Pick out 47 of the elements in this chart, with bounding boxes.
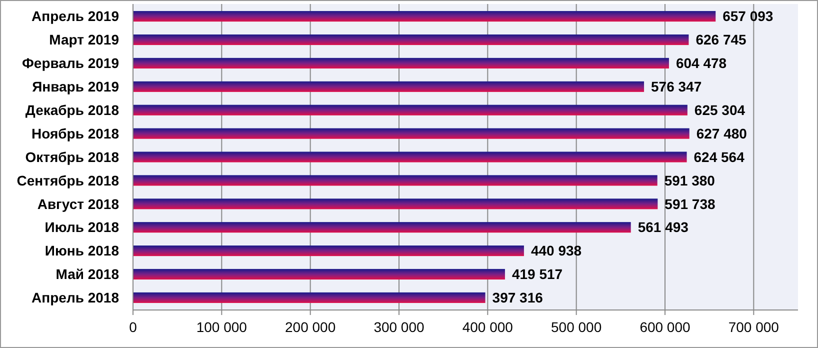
y-tick-label: Апрель 2018 (32, 290, 120, 306)
bar (133, 175, 658, 186)
data-label: 591 738 (664, 196, 716, 212)
y-tick-label: Март 2019 (49, 32, 120, 48)
bar (133, 34, 689, 46)
data-label: 397 316 (492, 290, 544, 306)
data-label: 627 480 (696, 125, 748, 142)
data-label: 624 564 (694, 148, 745, 165)
bar (133, 11, 716, 22)
x-tick-label: 300 000 (374, 319, 425, 335)
y-tick-label: Май 2018 (56, 266, 120, 282)
y-tick-label: Апрель 2019 (32, 8, 120, 24)
x-tick-label: 700 000 (728, 319, 780, 335)
bar (133, 268, 505, 280)
bar (133, 292, 486, 303)
x-tick-label: 400 000 (462, 319, 514, 335)
data-label: 625 304 (694, 102, 746, 118)
y-tick-label: Август 2018 (37, 196, 120, 212)
y-tick-label: Ноябрь 2018 (32, 125, 120, 142)
x-tick-label: 0 (129, 319, 138, 335)
bar (133, 246, 524, 256)
bar (133, 81, 644, 92)
bar (133, 198, 658, 210)
y-tick-label: Сентябрь 2018 (16, 172, 120, 188)
data-label: 576 347 (651, 78, 702, 95)
x-tick-label: 100 000 (196, 319, 248, 335)
data-label: 591 380 (664, 172, 716, 188)
x-tick-label: 200 000 (285, 319, 336, 335)
bar (133, 152, 687, 162)
data-label: 626 745 (696, 32, 747, 48)
data-label: 419 517 (512, 266, 563, 282)
bar (133, 58, 669, 68)
y-tick-label: Ферваль 2019 (22, 55, 120, 72)
data-label: 657 093 (722, 8, 774, 24)
data-label: 604 478 (676, 55, 727, 72)
y-tick-label: Октябрь 2018 (25, 148, 120, 165)
y-tick-label: Июнь 2018 (44, 242, 120, 259)
bar (133, 128, 690, 139)
x-tick-label: 600 000 (640, 319, 691, 335)
bar (133, 104, 688, 116)
data-label: 561 493 (638, 219, 689, 236)
data-label: 440 938 (530, 242, 582, 259)
y-tick-label: Январь 2019 (32, 78, 120, 95)
x-tick-label: 500 000 (551, 319, 602, 335)
y-tick-label: Июль 2018 (44, 219, 120, 236)
bar (133, 222, 631, 233)
y-tick-label: Декабрь 2018 (25, 102, 120, 118)
